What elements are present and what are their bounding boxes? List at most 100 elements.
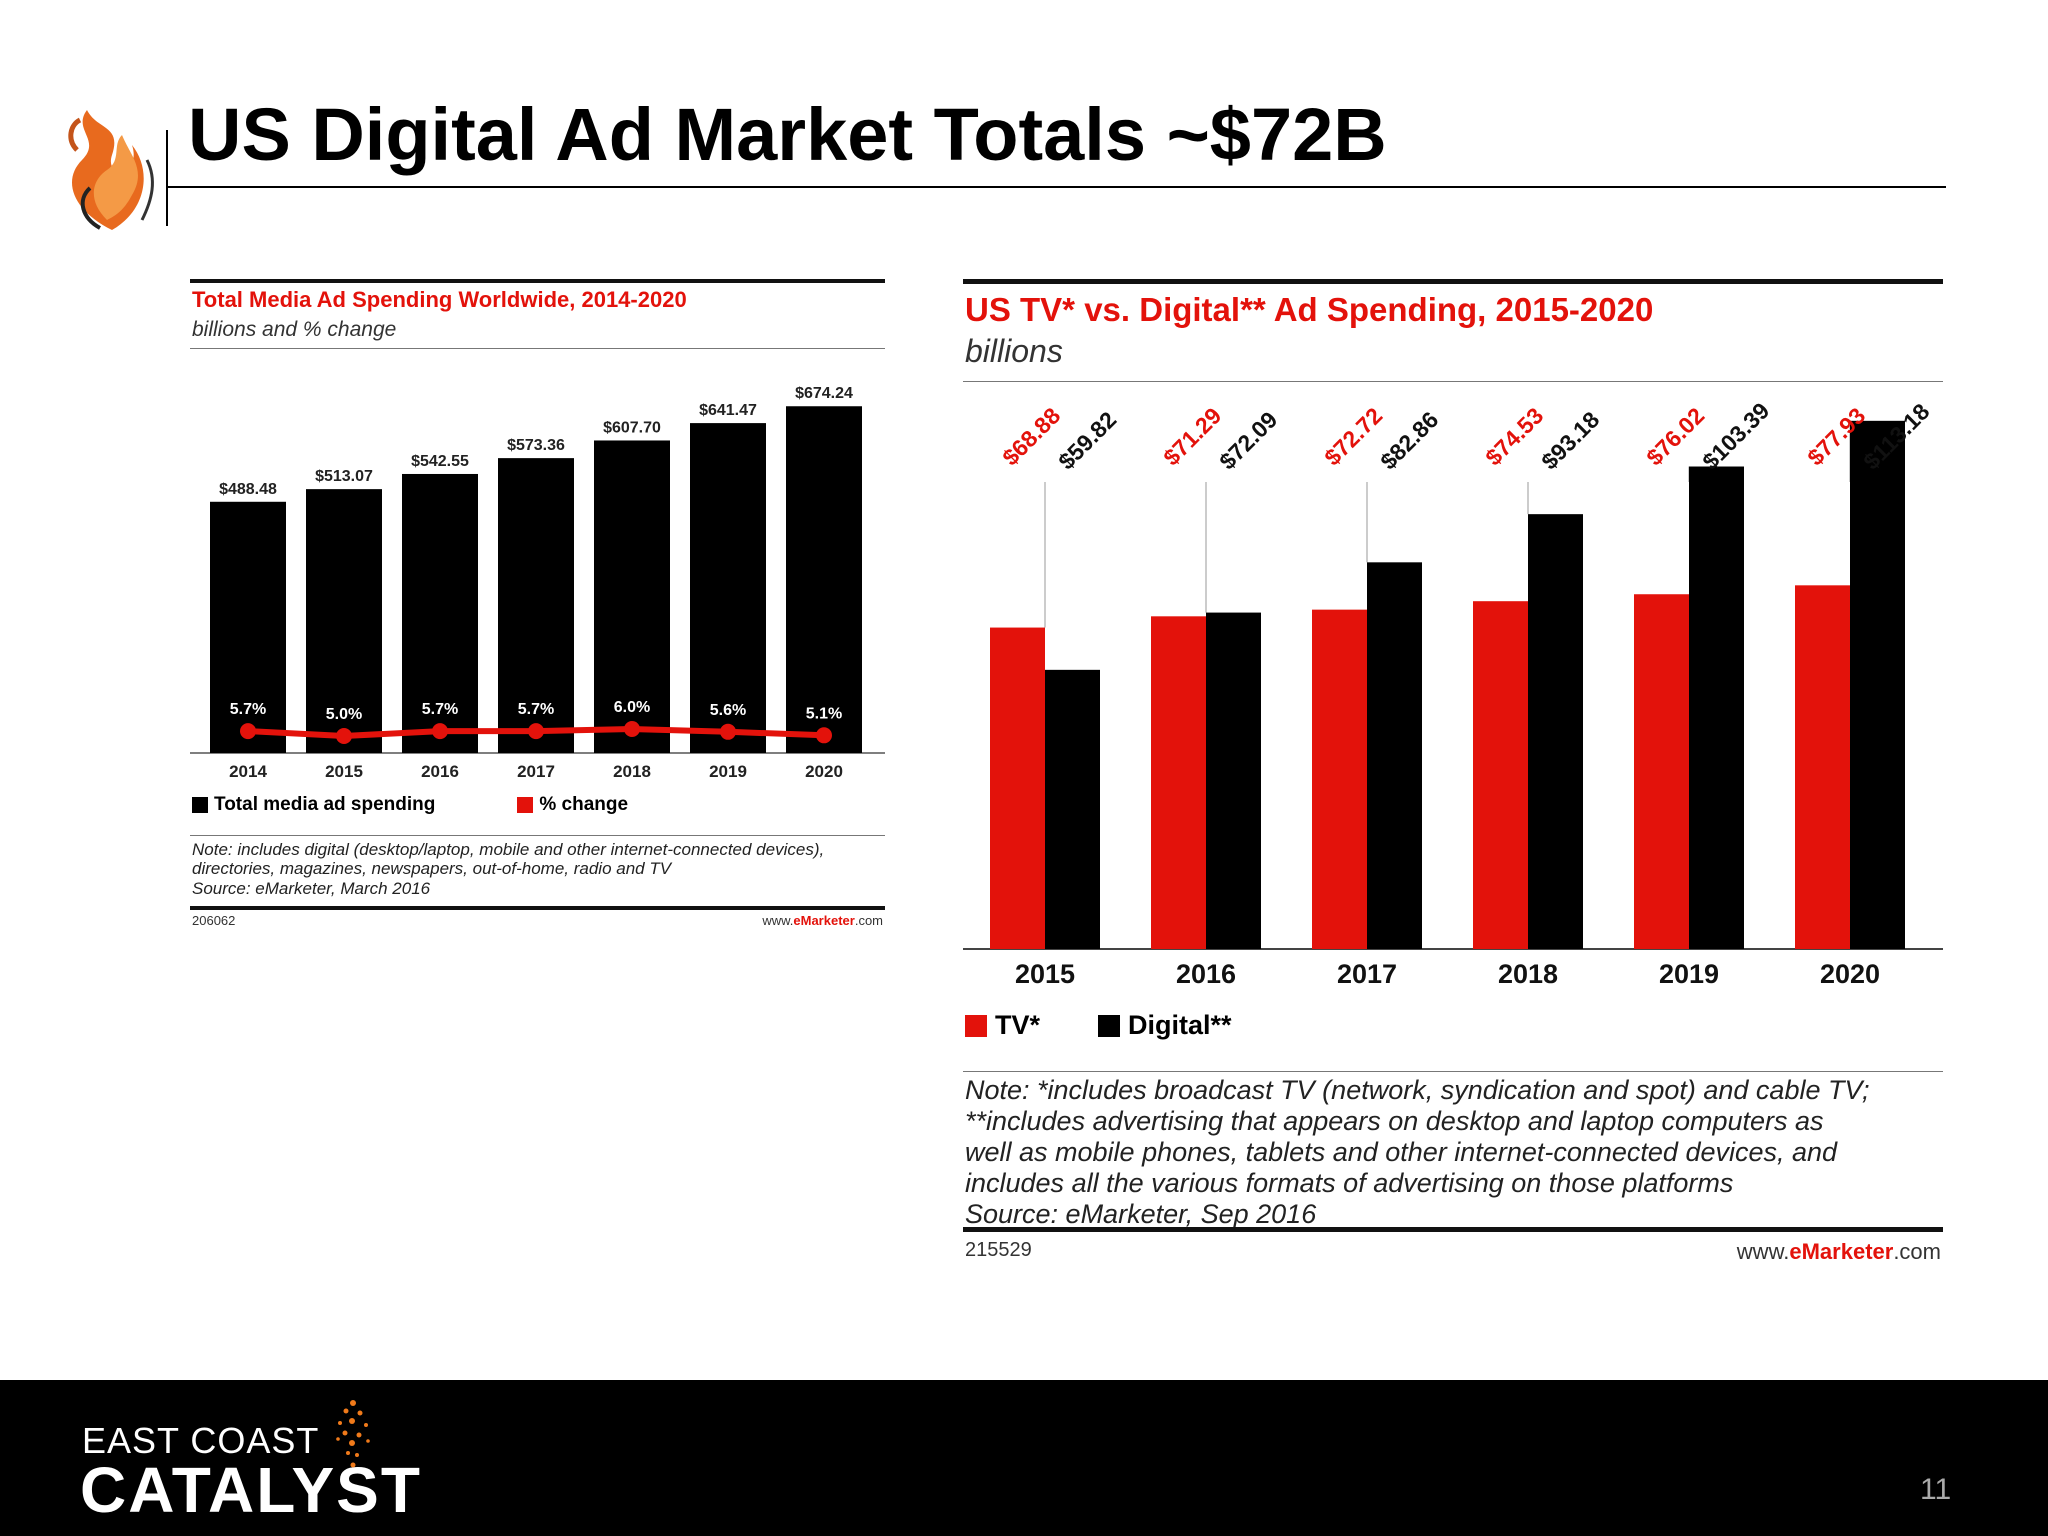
- pct-change-point: [624, 721, 640, 737]
- bar-tv: [990, 627, 1045, 949]
- pct-change-label: 5.7%: [422, 701, 458, 718]
- bar-tv: [1634, 594, 1689, 949]
- bar-total-media: [498, 458, 574, 753]
- bar-digital: [1045, 669, 1100, 949]
- x-tick-label: 2019: [709, 762, 747, 781]
- brand-line-1: EAST COAST: [82, 1420, 320, 1461]
- legend-label-total: Total media ad spending: [214, 794, 436, 815]
- pct-change-label: 5.6%: [710, 702, 746, 719]
- x-tick-label: 2019: [1659, 959, 1719, 989]
- pct-change-point: [720, 723, 736, 740]
- legend-swatch-change: [517, 797, 534, 813]
- bar-total-media: [306, 489, 382, 753]
- legend-swatch-total: [192, 797, 208, 813]
- footer-band: [0, 1380, 2048, 1536]
- pct-change-label: 5.1%: [806, 705, 842, 722]
- worldwide-ad-spending-chart: Total Media Ad Spending Worldwide, 2014-…: [190, 279, 885, 934]
- bar-digital: [1689, 466, 1744, 949]
- x-tick-label: 2017: [517, 762, 555, 781]
- bar-total-media: [402, 473, 478, 753]
- emarketer-link[interactable]: www.eMarketer.com: [1737, 1239, 1941, 1265]
- bar-value-label: $674.24: [795, 385, 853, 402]
- chart-subtitle-rule: [963, 381, 1943, 382]
- title-divider: [166, 186, 1946, 188]
- chart-subtitle: billions: [965, 333, 1063, 369]
- chart-subtitle-rule: [190, 348, 885, 349]
- pct-change-label: 5.0%: [326, 706, 362, 723]
- pct-change-point: [432, 723, 448, 740]
- us-tv-vs-digital-chart: US TV* vs. Digital** Ad Spending, 2015-2…: [963, 279, 1943, 1269]
- title-accent-tick: [166, 130, 168, 226]
- x-tick-label: 2020: [805, 762, 843, 781]
- x-tick-label: 2015: [1015, 959, 1075, 989]
- bar-value-label-tv: $68.88: [997, 402, 1065, 470]
- site-brand: eMarketer: [1789, 1239, 1894, 1264]
- pct-change-label: 5.7%: [230, 701, 266, 718]
- pct-change-point: [528, 723, 544, 740]
- site-brand: eMarketer: [793, 913, 855, 928]
- bar-digital: [1206, 612, 1261, 949]
- bar-value-label: $641.47: [699, 402, 757, 419]
- chart-note-line: Note: *includes broadcast TV (network, s…: [965, 1075, 1870, 1105]
- chart-top-rule: [963, 279, 1943, 284]
- chart-note-line: includes all the various formats of adve…: [965, 1168, 1734, 1198]
- chart-id: 215529: [965, 1239, 1032, 1261]
- bar-value-label-digital: $59.82: [1053, 406, 1121, 474]
- bar-total-media: [594, 440, 670, 753]
- pct-change-label: 5.7%: [518, 701, 554, 718]
- chart-top-rule: [190, 279, 885, 283]
- legend-label-digital: Digital**: [1128, 1010, 1232, 1040]
- chart-id: 206062: [192, 913, 236, 928]
- x-tick-label: 2015: [325, 762, 363, 781]
- bar-value-label-tv: $71.29: [1158, 402, 1226, 470]
- legend-label-tv: TV*: [995, 1010, 1041, 1040]
- x-tick-label: 2014: [229, 762, 267, 781]
- bar-tv: [1312, 609, 1367, 949]
- x-tick-label: 2018: [1498, 959, 1558, 989]
- pct-change-point: [816, 727, 832, 744]
- chart-source: Source: eMarketer, Sep 2016: [965, 1199, 1317, 1229]
- chart-note: Note: *includes broadcast TV (network, s…: [965, 1075, 1870, 1230]
- bar-value-label-tv: $72.72: [1319, 402, 1387, 470]
- x-tick-label: 2016: [421, 762, 459, 781]
- bar-tv: [1473, 601, 1528, 949]
- page-number: 11: [1920, 1473, 1952, 1506]
- site-suffix: .com: [1893, 1239, 1941, 1264]
- chart-note-rule: [190, 835, 885, 836]
- bar-total-media: [690, 423, 766, 753]
- bar-value-label-tv: $74.53: [1480, 402, 1548, 470]
- legend-swatch-digital: [1098, 1014, 1121, 1037]
- bar-value-label: $542.55: [411, 453, 469, 470]
- pct-change-point: [240, 723, 256, 740]
- slide-title: US Digital Ad Market Totals ~$72B: [188, 93, 1387, 176]
- chart-note-rule: [963, 1071, 1943, 1072]
- x-tick-label: 2017: [1337, 959, 1397, 989]
- bar-value-label: $488.48: [219, 481, 277, 498]
- chart-legend: Total media ad spending % change: [192, 794, 628, 816]
- x-tick-label: 2016: [1176, 959, 1236, 989]
- bar-total-media: [786, 406, 862, 753]
- legend-swatch-tv: [965, 1014, 987, 1037]
- bar-digital: [1850, 420, 1905, 949]
- site-prefix: www.: [762, 913, 794, 928]
- us-tv-vs-digital-plot: 2015 $68.88$59.82 2016 $71.29$72.09 2017 $72.…: [963, 397, 1943, 989]
- chart-bottom-rule: [963, 1227, 1943, 1232]
- bar-value-label: $513.07: [315, 468, 373, 485]
- bar-digital: [1367, 562, 1422, 949]
- bar-tv: [1151, 616, 1206, 949]
- chart-title: Total Media Ad Spending Worldwide, 2014-…: [192, 287, 687, 312]
- bar-value-label-digital: $93.18: [1536, 406, 1604, 474]
- catalyst-spark-icon: [336, 1400, 370, 1468]
- legend-label-change: % change: [539, 794, 629, 815]
- emarketer-link[interactable]: www.eMarketer.com: [762, 913, 883, 928]
- bar-value-label-digital: $103.39: [1697, 397, 1774, 474]
- bar-tv: [1795, 585, 1850, 949]
- chart-note-line: **includes advertising that appears on d…: [965, 1106, 1824, 1136]
- pct-change-label: 6.0%: [614, 699, 650, 716]
- chart-note-line: well as mobile phones, tablets and other…: [965, 1137, 1838, 1167]
- chart-bottom-rule: [190, 906, 885, 910]
- brand-line-2: CATALYST: [80, 1454, 422, 1526]
- bar-value-label: $607.70: [603, 419, 661, 436]
- bar-value-label-digital: $72.09: [1214, 406, 1282, 474]
- bar-total-media: [210, 501, 286, 753]
